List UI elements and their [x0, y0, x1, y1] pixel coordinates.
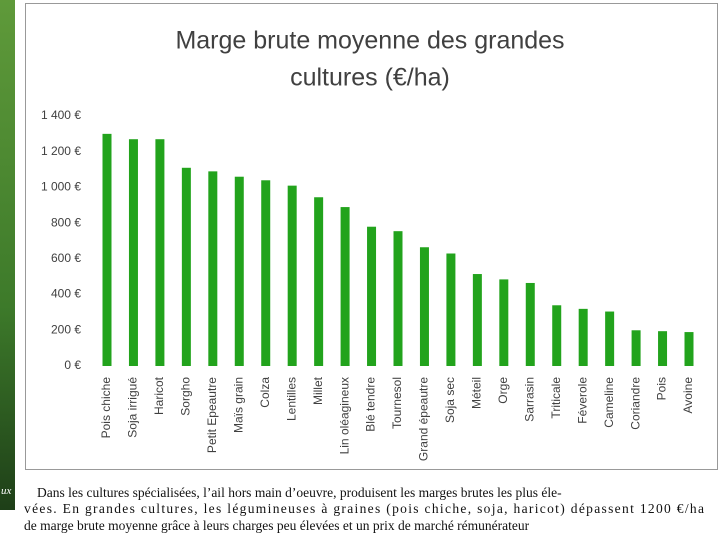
x-tick-label: Soja irrigué [126, 377, 140, 438]
x-tick-label: Féverole [575, 377, 589, 424]
chart-title: cultures (€/ha) [290, 64, 450, 92]
x-tick-label: Grand épeautre [417, 377, 431, 461]
y-tick-label: 800 € [51, 215, 81, 229]
x-tick-label: Millet [311, 376, 325, 405]
x-tick-label: Tournesol [390, 377, 404, 429]
x-tick-label: Orge [496, 377, 510, 404]
x-tick-label: Soja sec [443, 377, 457, 423]
y-tick-label: 1 400 € [41, 108, 81, 122]
bar [288, 186, 297, 366]
caption: Dans les cultures spécialisées, l’ail ho… [37, 485, 562, 500]
bar [341, 207, 350, 366]
bar [526, 283, 535, 366]
y-tick-label: 600 € [51, 251, 81, 265]
bar [446, 254, 455, 367]
bar [261, 180, 270, 366]
bar [182, 168, 191, 366]
bar [685, 332, 694, 366]
x-tick-label: Haricot [152, 376, 166, 415]
x-tick-label: Maïs grain [231, 377, 245, 433]
x-tick-label: Blé tendre [364, 377, 378, 432]
x-tick-label: Lin oléagineux [337, 377, 351, 454]
y-tick-label: 1 000 € [41, 180, 81, 194]
bar [473, 274, 482, 366]
bar [235, 177, 244, 366]
caption: de marge brute moyenne grâce à leurs cha… [24, 518, 530, 533]
x-tick-label: Triticale [549, 377, 563, 419]
bar [552, 305, 561, 366]
y-tick-label: 200 € [51, 322, 81, 336]
bar [103, 134, 112, 366]
y-tick-label: 400 € [51, 287, 81, 301]
chart: ux Marge brute moyenne des grandes cultu… [0, 0, 726, 536]
bar [579, 309, 588, 366]
bar [208, 171, 217, 366]
x-tick-label: Colza [258, 377, 272, 408]
caption: vées. En grandes cultures, les légumineu… [24, 501, 704, 516]
bar [367, 227, 376, 366]
y-tick-label: 1 200 € [41, 144, 81, 158]
bar [658, 331, 667, 366]
x-tick-label: Sarrasin [522, 377, 536, 422]
bar [632, 330, 641, 366]
y-tick-label: 0 € [64, 358, 81, 372]
x-tick-label: Petit Epeautre [205, 377, 219, 453]
page: ux Marge brute moyenne des grandes cultu… [0, 0, 726, 536]
x-tick-label: Avoine [681, 377, 695, 414]
side-photo [0, 0, 15, 510]
chart-title: Marge brute moyenne des grandes [175, 27, 564, 55]
x-tick-label: Pois [655, 377, 669, 400]
x-tick-label: Pois chiche [99, 377, 113, 439]
bar [499, 279, 508, 366]
x-tick-label: Coriandre [628, 377, 642, 430]
bar [394, 231, 403, 366]
x-tick-label: Sorgho [179, 377, 193, 416]
x-tick-label: Lentilles [284, 377, 298, 421]
bar [314, 197, 323, 366]
x-tick-label: Cameline [602, 377, 616, 428]
bar [605, 312, 614, 366]
bar [155, 139, 164, 366]
bar [129, 139, 138, 366]
x-tick-label: Méteil [470, 377, 484, 409]
bar [420, 247, 429, 366]
side-text: ux [1, 485, 12, 497]
